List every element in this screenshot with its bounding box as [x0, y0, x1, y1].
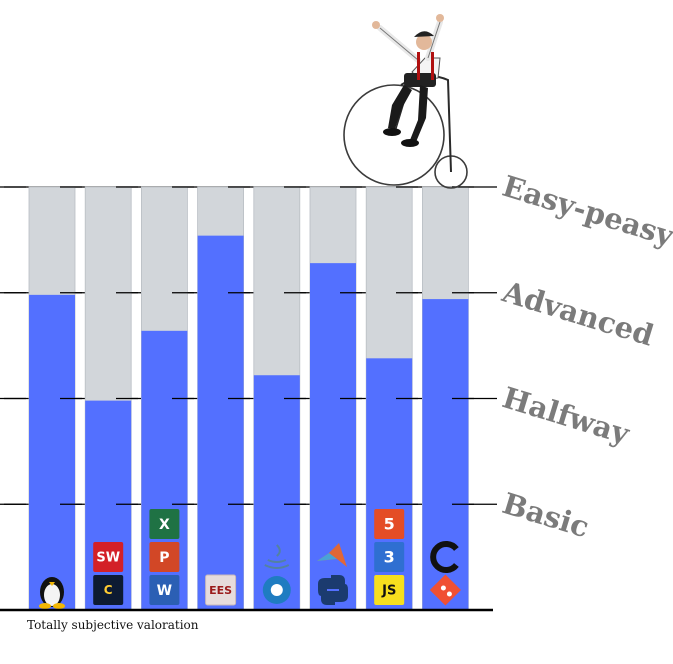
level-label: Easy-peasy [499, 169, 673, 254]
octave-icon [262, 576, 291, 604]
svg-text:JS: JS [381, 584, 396, 599]
javascript-icon: JS [374, 575, 405, 605]
html5-icon: 5 [374, 509, 405, 539]
linux-tux-icon [39, 577, 65, 609]
bar-value [197, 235, 244, 610]
c-language-icon [430, 541, 459, 573]
powerpoint-icon: P [149, 542, 180, 572]
svg-text:3: 3 [384, 548, 395, 567]
level-label: Basic [499, 486, 593, 544]
svg-text:W: W [157, 583, 172, 599]
bar-value [253, 375, 300, 610]
svg-text:X: X [159, 517, 170, 533]
svg-text:P: P [159, 550, 169, 566]
svg-text:5: 5 [384, 515, 395, 534]
ees-icon: EES [205, 574, 237, 606]
level-label: Advanced [498, 274, 658, 352]
bar-value [29, 294, 75, 610]
penny-farthing-rider [343, 14, 468, 189]
java-icon [264, 544, 290, 569]
bar-value [422, 299, 469, 610]
python-icon [318, 575, 348, 605]
excel-icon: X [149, 509, 180, 539]
solidworks-icon: SW [93, 542, 124, 572]
level-label: Halfway [499, 380, 635, 451]
svg-text:EES: EES [209, 584, 232, 597]
word-icon: W [149, 575, 180, 605]
bar-value [366, 358, 413, 610]
footnote: Totally subjective valoration [27, 618, 199, 632]
catia-icon: C [93, 575, 124, 605]
level-labels: Basic Halfway Advanced Easy-peasy [498, 169, 673, 545]
gridline-overlay [0, 186, 497, 505]
svg-text:C: C [104, 583, 113, 597]
svg-text:SW: SW [96, 551, 120, 566]
css3-icon: 3 [374, 542, 405, 572]
matlab-icon [317, 543, 347, 567]
